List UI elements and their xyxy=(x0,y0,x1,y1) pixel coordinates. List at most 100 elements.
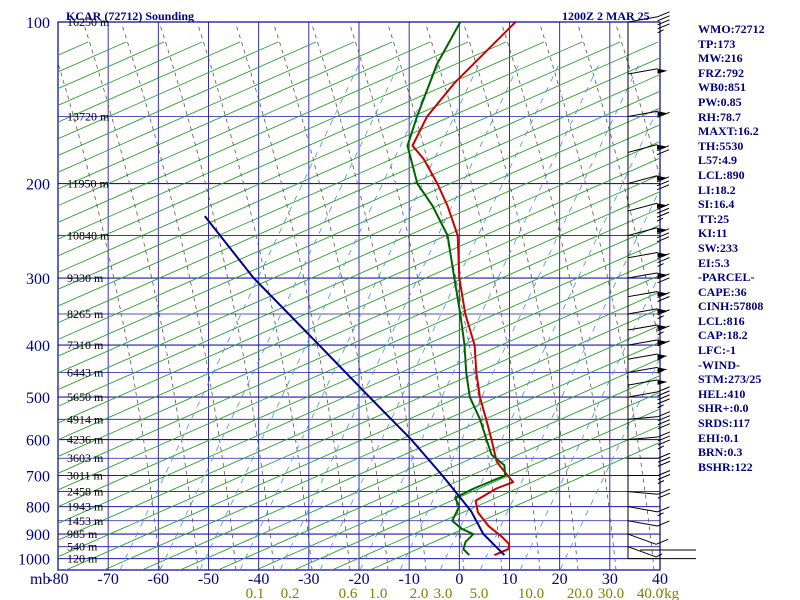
mixing-ratio-line xyxy=(439,103,660,570)
index-item: SRDS:117 xyxy=(698,416,751,431)
index-item: CAPE:36 xyxy=(698,284,747,299)
index-item: SW:233 xyxy=(698,240,739,255)
wind-barb-full xyxy=(657,15,670,22)
height-label: 120 m xyxy=(67,552,98,566)
wind-pennant xyxy=(657,272,668,278)
wind-barb xyxy=(627,379,658,386)
wind-barb xyxy=(627,110,658,117)
wind-barb xyxy=(627,227,658,237)
wind-barb-full xyxy=(657,423,671,430)
index-item: LI:18.2 xyxy=(698,182,736,197)
dry-adiabat-line xyxy=(58,107,660,374)
wind-barb xyxy=(627,324,658,331)
moist-adiabat-line xyxy=(58,61,161,570)
wind-barb-full xyxy=(657,520,670,527)
wind-barb-full xyxy=(656,211,670,218)
wind-barb-half xyxy=(657,445,665,450)
temperature-tick-label: -10 xyxy=(399,571,420,588)
height-label: 985 m xyxy=(67,527,98,541)
wind-barb-full xyxy=(657,470,671,476)
wind-pennant xyxy=(657,379,668,385)
dry-adiabat-line xyxy=(58,41,507,240)
mixing-ratio-line xyxy=(279,61,521,570)
pressure-tick-label: 300 xyxy=(26,271,50,288)
wind-barb-full xyxy=(656,176,670,183)
pressure-tick-label: 600 xyxy=(26,433,50,450)
index-item: TP:173 xyxy=(698,36,736,51)
mixing-ratio-line xyxy=(119,61,361,570)
wind-barb-full xyxy=(657,253,670,260)
dry-adiabat-line xyxy=(58,157,660,424)
wind-barb xyxy=(627,366,658,374)
wind-barb-full xyxy=(657,452,671,459)
index-item: LCL:816 xyxy=(698,313,745,328)
index-item: LFC:-1 xyxy=(698,343,736,358)
mixing-ratio-tick-label: 3.0 xyxy=(434,586,453,600)
dry-adiabat-line xyxy=(0,42,12,570)
dry-adiabat-line xyxy=(58,274,660,541)
wind-barb-full xyxy=(656,207,670,214)
mixing-ratio-line xyxy=(359,61,601,570)
dry-adiabat-line xyxy=(179,358,660,570)
wind-barb xyxy=(627,290,658,298)
pressure-tick-label: 700 xyxy=(26,469,50,486)
temperature-tick-label: 20 xyxy=(552,571,568,588)
wind-barb-full xyxy=(657,394,670,401)
dry-adiabat-line xyxy=(58,41,355,173)
wind-barb-full xyxy=(657,325,670,332)
dry-adiabat-line xyxy=(58,41,659,307)
temperature-tick-label: -40 xyxy=(248,571,269,588)
wind-barb-full xyxy=(657,398,670,405)
valid-time: 1200Z 2 MAR 25 xyxy=(562,9,650,23)
wind-barb-full xyxy=(657,431,671,438)
pressure-tick-label: 200 xyxy=(26,177,50,194)
wind-barb-half xyxy=(657,263,664,267)
dry-adiabat-line xyxy=(58,41,545,257)
wind-barb-full xyxy=(656,236,670,243)
index-item: STM:273/25 xyxy=(698,372,762,387)
wind-barb-half xyxy=(657,331,664,336)
wind-barb-half xyxy=(657,315,664,320)
mixing-ratio-line xyxy=(199,61,441,570)
height-label: 10840 m xyxy=(67,229,110,243)
dry-adiabat-line xyxy=(293,408,660,570)
index-item: -WIND- xyxy=(698,357,740,372)
wind-pennant xyxy=(657,252,668,258)
wind-barb-full xyxy=(657,386,670,393)
dry-adiabat-line xyxy=(58,90,660,357)
mixing-ratio-tick-label: 10.0 xyxy=(518,586,544,600)
wind-barb xyxy=(627,391,658,398)
dewpoint-trace xyxy=(406,22,507,556)
stability-indices-panel: WMO:72712 TP:173 MW:216 FRZ:792 WB0:851 PW:0.… xyxy=(698,22,800,474)
index-item: WMO:72712 xyxy=(698,22,765,36)
wind-barb-full xyxy=(657,411,671,418)
temperature-tick-label: 10 xyxy=(502,571,518,588)
moist-adiabat-line xyxy=(310,22,427,570)
wind-barb-full xyxy=(656,149,670,156)
wind-barb-full xyxy=(657,390,670,397)
wind-barbs xyxy=(627,11,696,560)
wind-barb-full xyxy=(656,184,670,191)
chart-title: KCAR (72712) Sounding xyxy=(66,9,194,23)
index-item: L57:4.9 xyxy=(698,153,737,168)
temperature-tick-label: 30 xyxy=(602,571,618,588)
dry-adiabat-line xyxy=(58,74,660,340)
dry-adiabat-line xyxy=(65,308,660,570)
axis-unit-label: mb xyxy=(30,571,50,588)
moist-adiabat-line xyxy=(386,22,503,570)
dry-adiabat-line xyxy=(58,207,660,474)
dry-adiabat-line xyxy=(369,441,660,570)
height-label: 1943 m xyxy=(67,500,104,514)
wind-barb-half xyxy=(657,512,664,517)
wind-barb-full xyxy=(657,492,671,499)
moist-adiabat-line xyxy=(424,22,541,570)
temperature-tick-label: -60 xyxy=(148,571,169,588)
moist-adiabat-line xyxy=(158,22,275,570)
mixing-ratio-tick-label: 40.0 xyxy=(637,586,663,600)
moist-adiabat-line xyxy=(462,22,579,570)
wind-barb-full xyxy=(657,292,670,298)
wind-barb-full xyxy=(657,439,671,446)
parcel-trace xyxy=(204,215,506,556)
temperature-tick-label: 0 xyxy=(455,571,463,588)
dry-adiabat-line xyxy=(58,241,660,508)
